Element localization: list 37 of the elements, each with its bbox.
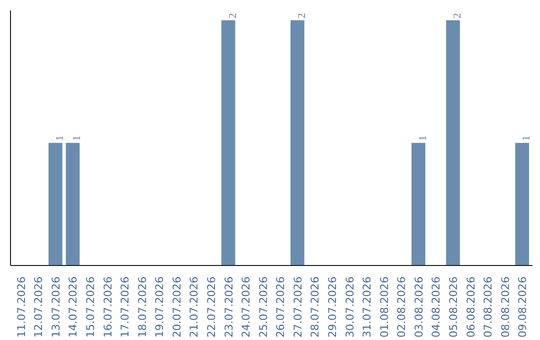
x-tick-label: 20.07.2026 bbox=[170, 276, 184, 338]
x-tick-label: 22.07.2026 bbox=[205, 276, 218, 338]
x-tick-label: 07.08.2026 bbox=[482, 276, 495, 338]
x-tick-label: 31.07.2026 bbox=[360, 276, 374, 338]
x-tick-label: 03.08.2026 bbox=[412, 276, 426, 338]
data-label: 2 bbox=[228, 12, 239, 18]
x-tick-label: 01.08.2026 bbox=[378, 276, 391, 338]
x-tick-label: 11.07.2026 bbox=[14, 276, 28, 338]
x-tick-label: 16.07.2026 bbox=[101, 276, 114, 338]
x-tick-label: 14.07.2026 bbox=[66, 276, 80, 338]
x-tick-label: 24.07.2026 bbox=[240, 276, 253, 338]
x-tick-label: 02.08.2026 bbox=[395, 276, 408, 338]
x-tick-label: 19.07.2026 bbox=[153, 276, 166, 338]
x-tick-label: 30.07.2026 bbox=[343, 276, 356, 338]
x-tick-label: 06.08.2026 bbox=[464, 276, 478, 338]
x-tick-label: 05.08.2026 bbox=[446, 276, 460, 338]
data-label: 2 bbox=[296, 12, 308, 18]
x-tick-label: 29.07.2026 bbox=[326, 276, 339, 338]
x-tick-label: 12.07.2026 bbox=[32, 276, 46, 338]
x-tick-label: 17.07.2026 bbox=[118, 276, 132, 338]
data-label: 1 bbox=[54, 136, 66, 141]
x-tick-label: 08.08.2026 bbox=[498, 276, 512, 338]
data-label: 1 bbox=[72, 136, 84, 141]
x-tick-label: 18.07.2026 bbox=[136, 276, 149, 338]
x-tick-label: 28.07.2026 bbox=[308, 276, 322, 338]
data-label: 1 bbox=[418, 136, 429, 141]
x-tick-label: 21.07.2026 bbox=[188, 276, 201, 338]
data-label: 1 bbox=[522, 136, 533, 141]
x-tick-label: 09.08.2026 bbox=[516, 276, 530, 338]
data-label: 2 bbox=[452, 12, 464, 18]
x-tick-label: 25.07.2026 bbox=[256, 276, 270, 338]
x-tick-label: 23.07.2026 bbox=[222, 276, 236, 338]
x-tick-label: 04.08.2026 bbox=[430, 276, 443, 338]
x-tick-label: 15.07.2026 bbox=[84, 276, 98, 338]
x-tick-label: 13.07.2026 bbox=[49, 276, 62, 338]
x-tick-label: 27.07.2026 bbox=[291, 276, 304, 338]
x-tick-label: 26.07.2026 bbox=[274, 276, 288, 338]
